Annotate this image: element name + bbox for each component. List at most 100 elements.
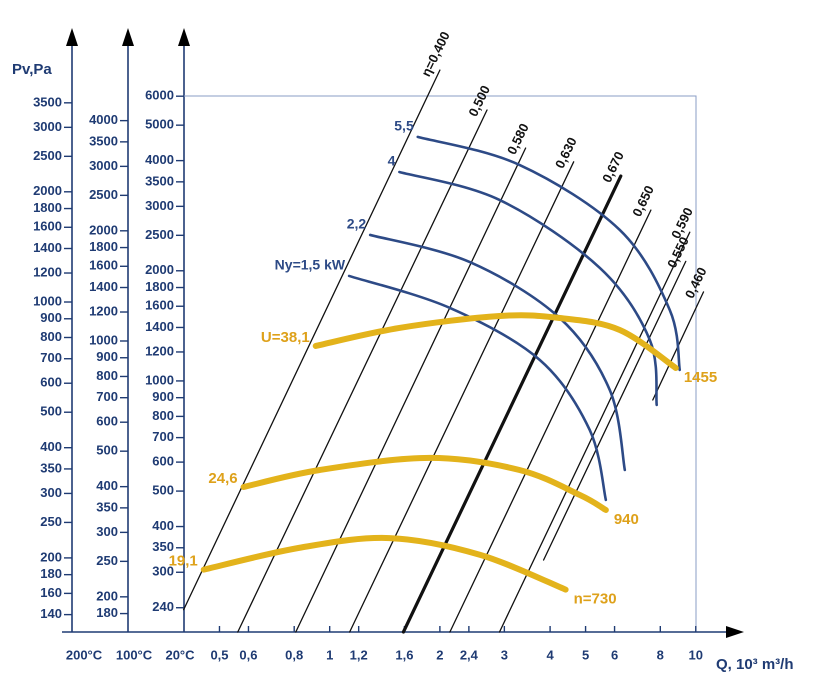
speed-n-label: n=730: [574, 591, 617, 608]
y-tick-label: 2500: [89, 187, 118, 202]
efficiency-label: 0,460: [682, 265, 710, 301]
y-tick-label: 900: [152, 389, 174, 404]
y-tick-label: 350: [152, 539, 174, 554]
y-tick-label: 2000: [145, 262, 174, 277]
y-tick-label: 180: [40, 566, 62, 581]
power-curve: [416, 135, 682, 372]
efficiency-label: 0,650: [629, 183, 657, 219]
y-tick-label: 1800: [145, 279, 174, 294]
y-tick-label: 4000: [89, 112, 118, 127]
x-tick-label: 6: [611, 647, 618, 662]
y-tick-label: 140: [40, 606, 62, 621]
y-tick-label: 800: [152, 408, 174, 423]
y-tick-label: 6000: [145, 88, 174, 103]
y-tick-label: 1600: [145, 298, 174, 313]
y-tick-label: 2500: [33, 148, 62, 163]
y-tick-label: 1200: [89, 303, 118, 318]
y-tick-label: 3000: [33, 119, 62, 134]
y-tick-label: 400: [96, 478, 118, 493]
y-tick-label: 1000: [33, 293, 62, 308]
y-tick-label: 300: [96, 524, 118, 539]
y-tick-label: 1000: [89, 332, 118, 347]
y-tick-label: 2500: [145, 227, 174, 242]
y-tick-label: 500: [96, 443, 118, 458]
y-tick-label: 180: [96, 605, 118, 620]
y-tick-label: 600: [40, 375, 62, 390]
y-tick-label: 3500: [89, 133, 118, 148]
y-tick-label: 900: [40, 310, 62, 325]
efficiency-label: 0,630: [552, 135, 580, 171]
y-tick-label: 1200: [145, 343, 174, 358]
x-tick-label: 2,4: [460, 647, 479, 662]
y-tick-label: 3500: [145, 173, 174, 188]
power-label: Ny=1,5 kW: [275, 257, 346, 273]
y-tick-label: 400: [152, 518, 174, 533]
y-tick-label: 3000: [89, 158, 118, 173]
y-tick-label: 5000: [145, 117, 174, 132]
x-tick-label: 1: [326, 647, 333, 662]
y-tick-label: 700: [152, 429, 174, 444]
y-tick-label: 350: [40, 460, 62, 475]
y-tick-label: 1800: [89, 239, 118, 254]
speed-u-label: 24,6: [208, 470, 237, 487]
y-tick-label: 700: [96, 389, 118, 404]
x-tick-label: 10: [689, 647, 703, 662]
y-tick-label: 1400: [89, 279, 118, 294]
efficiency-line: [401, 174, 623, 634]
speed-curve: [240, 454, 609, 513]
y-tick-label: 600: [152, 454, 174, 469]
y-tick-label: 1200: [33, 264, 62, 279]
speed-n-label: 940: [614, 511, 639, 528]
power-label: 4: [388, 153, 396, 169]
temp-label: 20°C: [165, 647, 195, 662]
temp-label: 100°C: [116, 647, 153, 662]
efficiency-label: 0,550: [664, 234, 692, 270]
y-tick-label: 2000: [89, 222, 118, 237]
efficiency-line: [182, 69, 441, 611]
efficiency-label: 0,500: [465, 83, 493, 119]
y-tick-label: 2000: [33, 183, 62, 198]
y-tick-label: 400: [40, 439, 62, 454]
y-tick-label: 500: [152, 483, 174, 498]
y-tick-label: 1000: [145, 372, 174, 387]
efficiency-line: [295, 147, 527, 633]
x-tick-label: 0,6: [239, 647, 257, 662]
speed-n-label: 1455: [684, 369, 717, 386]
efficiency-label: 0,590: [668, 205, 696, 241]
y-tick-label: 300: [152, 564, 174, 579]
efficiency-line: [237, 109, 488, 633]
y-tick-label: 3000: [145, 198, 174, 213]
x-tick-label: 8: [657, 647, 664, 662]
y-tick-label: 350: [96, 499, 118, 514]
y-tick-label: 1800: [33, 200, 62, 215]
x-tick-label: 1,6: [395, 647, 413, 662]
y-axis-label: Pv,Pa: [12, 61, 52, 78]
efficiency-label: η=0,400: [418, 29, 453, 79]
speed-u-label: U=38,1: [261, 329, 310, 346]
efficiency-line: [498, 231, 691, 633]
speed-u-label: 19,1: [169, 553, 198, 570]
efficiency-line: [449, 209, 652, 633]
temp-label: 200°C: [66, 647, 103, 662]
speed-curve: [312, 312, 679, 371]
x-tick-label: 2: [436, 647, 443, 662]
efficiency-label: 0,580: [504, 121, 532, 157]
y-tick-label: 250: [96, 553, 118, 568]
y-tick-label: 300: [40, 485, 62, 500]
y-tick-label: 1400: [33, 240, 62, 255]
y-tick-label: 240: [152, 599, 174, 614]
y-tick-label: 1600: [33, 219, 62, 234]
x-tick-label: 0,5: [210, 647, 228, 662]
y-tick-label: 250: [40, 514, 62, 529]
y-tick-label: 3500: [33, 94, 62, 109]
x-tick-label: 1,2: [350, 647, 368, 662]
y-tick-label: 900: [96, 349, 118, 364]
x-tick-label: 0,8: [285, 647, 303, 662]
speed-curve: [200, 534, 569, 593]
y-tick-label: 1400: [145, 319, 174, 334]
y-tick-label: 160: [40, 585, 62, 600]
y-tick-label: 600: [96, 414, 118, 429]
y-tick-label: 800: [96, 368, 118, 383]
power-curve: [347, 274, 608, 502]
